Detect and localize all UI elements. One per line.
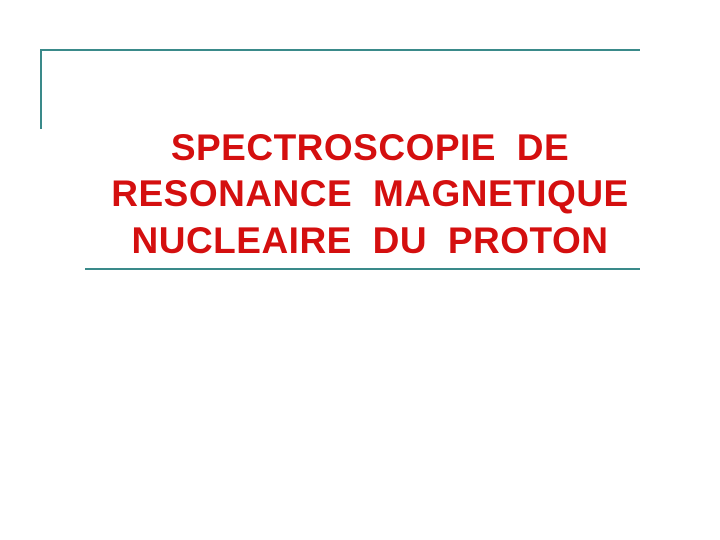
decorative-left-rule bbox=[40, 49, 42, 129]
title-line-2: RESONANCE MAGNETIQUE bbox=[60, 171, 680, 217]
title-line-3: NUCLEAIRE DU PROTON bbox=[60, 218, 680, 264]
title-underline bbox=[85, 268, 640, 270]
decorative-top-rule bbox=[40, 49, 640, 51]
slide-container: SPECTROSCOPIE DE RESONANCE MAGNETIQUE NU… bbox=[0, 0, 720, 540]
title-block: SPECTROSCOPIE DE RESONANCE MAGNETIQUE NU… bbox=[60, 125, 680, 264]
title-line-1: SPECTROSCOPIE DE bbox=[60, 125, 680, 171]
